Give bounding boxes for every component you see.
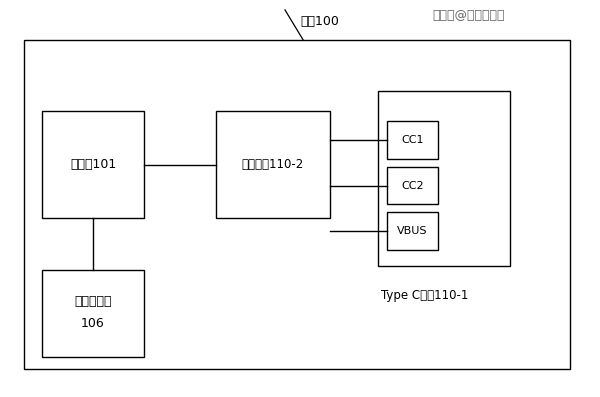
Bar (24, 40, 570, 369)
Bar (42, 111, 144, 218)
Text: 接口芯片110-2: 接口芯片110-2 (242, 158, 304, 171)
Text: 终端100: 终端100 (300, 15, 339, 28)
Text: CC2: CC2 (401, 181, 424, 191)
Bar (378, 91, 510, 266)
Text: 处理器101: 处理器101 (70, 158, 116, 171)
Bar (387, 121, 438, 159)
Text: Type C接口110-1: Type C接口110-1 (381, 289, 469, 302)
Text: 运动传感器: 运动传感器 (74, 295, 112, 308)
Bar (216, 111, 330, 218)
Text: 106: 106 (81, 317, 105, 330)
Bar (42, 270, 144, 357)
Bar (387, 212, 438, 250)
Text: 搜狐号@水哥爱搞机: 搜狐号@水哥爱搞机 (432, 10, 505, 22)
Text: VBUS: VBUS (397, 226, 428, 236)
Text: CC1: CC1 (401, 135, 424, 145)
Bar (387, 167, 438, 204)
